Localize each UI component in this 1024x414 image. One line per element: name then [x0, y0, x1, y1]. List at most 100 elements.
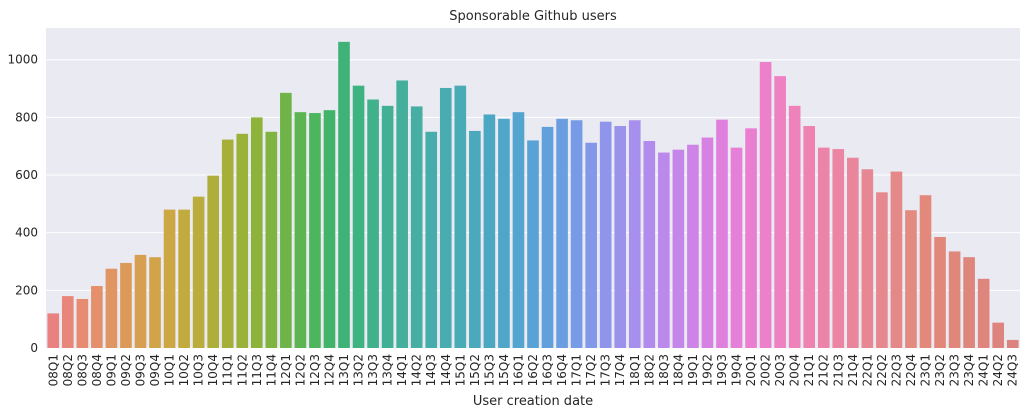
bar-12Q1	[280, 92, 292, 348]
x-tick-label: 14Q3	[424, 354, 438, 386]
bar-19Q1	[687, 144, 699, 348]
bar-12Q3	[309, 113, 321, 348]
x-tick-label: 09Q2	[119, 354, 133, 386]
bar-20Q2	[759, 62, 772, 349]
bar-21Q3	[832, 149, 845, 348]
x-tick-label: 13Q3	[366, 354, 380, 386]
x-tick-label: 10Q2	[177, 354, 191, 386]
x-tick-label: 09Q4	[148, 354, 162, 386]
x-tick-label: 24Q3	[1006, 354, 1020, 386]
bar-08Q3	[76, 298, 89, 348]
bar-21Q4	[847, 157, 859, 348]
bar-14Q1	[396, 80, 408, 348]
bar-23Q1	[919, 195, 932, 348]
x-tick-label: 23Q3	[948, 354, 962, 386]
x-tick-label: 09Q1	[104, 354, 118, 386]
x-tick-label: 08Q1	[46, 354, 60, 386]
x-tick-label: 11Q4	[264, 354, 278, 386]
x-tick-label: 16Q4	[555, 354, 569, 386]
y-tick-label: 800	[15, 110, 38, 124]
bar-17Q3	[599, 121, 612, 348]
x-tick-label: 17Q1	[570, 354, 584, 386]
x-tick-label: 18Q1	[628, 354, 642, 386]
bar-19Q3	[716, 119, 728, 348]
x-tick-labels: 08Q1 08Q2 08Q3 08Q4 09Q1 09Q2 09Q3 09Q4 10Q1 10Q2…	[46, 354, 1019, 386]
x-tick-label: 12Q4	[322, 354, 336, 386]
bar-23Q3	[948, 251, 961, 348]
bar-10Q4	[207, 175, 219, 348]
bar-20Q4	[788, 105, 801, 349]
x-tick-label: 21Q3	[831, 354, 845, 386]
bar-10Q2	[178, 209, 190, 348]
x-tick-label: 15Q2	[468, 354, 482, 386]
x-tick-label: 13Q4	[381, 354, 395, 386]
bar-11Q4	[265, 131, 278, 348]
bar-11Q3	[250, 117, 263, 348]
x-tick-label: 12Q1	[279, 354, 293, 386]
x-tick-label: 18Q3	[657, 354, 671, 386]
bar-12Q4	[323, 110, 336, 348]
x-tick-label: 16Q2	[526, 354, 540, 386]
bar-23Q4	[963, 257, 975, 348]
bar-18Q4	[672, 149, 685, 348]
x-tick-label: 17Q3	[599, 354, 613, 386]
bar-14Q4	[439, 87, 452, 349]
bar-21Q1	[803, 126, 816, 348]
x-tick-label: 10Q3	[192, 354, 206, 386]
bar-18Q1	[628, 120, 641, 348]
x-tick-label: 20Q2	[759, 354, 773, 386]
bar-11Q1	[221, 139, 234, 348]
x-tick-label: 08Q4	[90, 354, 104, 386]
x-tick-label: 23Q4	[962, 354, 976, 386]
x-tick-label: 21Q2	[817, 354, 831, 386]
bar-15Q4	[498, 118, 510, 348]
x-tick-label: 09Q3	[133, 354, 147, 386]
y-tick-labels: 0 200 400 600 800 1000	[7, 53, 38, 355]
bar-08Q4	[91, 286, 103, 348]
bar-13Q2	[352, 85, 365, 348]
x-tick-label: 20Q4	[788, 354, 802, 386]
bar-08Q1	[47, 313, 60, 348]
x-tick-label: 22Q4	[904, 354, 918, 386]
bars	[47, 41, 1019, 349]
x-tick-label: 11Q2	[235, 354, 249, 386]
bar-15Q1	[454, 85, 467, 348]
x-tick-label: 11Q1	[221, 354, 235, 386]
x-tick-label: 17Q4	[613, 354, 627, 386]
x-tick-label: 22Q2	[875, 354, 889, 386]
bar-13Q1	[338, 41, 350, 349]
x-tick-label: 24Q2	[991, 354, 1005, 386]
bar-09Q4	[149, 257, 161, 348]
y-tick-label: 200	[15, 283, 38, 297]
bar-15Q2	[469, 130, 481, 348]
x-tick-label: 21Q4	[846, 354, 860, 386]
bar-12Q2	[294, 112, 307, 349]
bar-13Q3	[367, 99, 379, 348]
x-tick-label: 08Q2	[61, 354, 75, 386]
x-axis-label: User creation date	[473, 394, 593, 409]
bar-22Q2	[876, 192, 888, 348]
bar-11Q2	[236, 133, 249, 348]
x-tick-label: 19Q4	[730, 354, 744, 386]
bar-22Q4	[905, 210, 917, 348]
bar-14Q3	[425, 131, 438, 348]
bar-13Q4	[381, 105, 394, 349]
bar-19Q2	[701, 137, 714, 348]
bar-18Q2	[643, 141, 656, 348]
bar-16Q3	[541, 126, 554, 349]
bar-24Q1	[977, 278, 990, 348]
x-tick-label: 19Q1	[686, 354, 700, 386]
bar-10Q3	[192, 196, 205, 348]
bar-24Q2	[992, 322, 1005, 348]
bar-09Q3	[134, 254, 147, 348]
x-tick-label: 17Q2	[584, 354, 598, 386]
x-tick-label: 12Q3	[308, 354, 322, 386]
bar-08Q2	[61, 296, 74, 348]
x-tick-label: 15Q3	[482, 354, 496, 386]
x-tick-label: 19Q2	[700, 354, 714, 386]
bar-09Q2	[120, 262, 132, 348]
bar-17Q4	[614, 126, 627, 348]
x-tick-label: 24Q1	[977, 354, 991, 386]
x-tick-label: 23Q1	[919, 354, 933, 386]
y-tick-label: 600	[15, 168, 38, 182]
